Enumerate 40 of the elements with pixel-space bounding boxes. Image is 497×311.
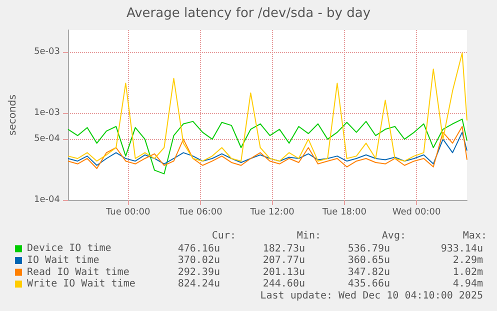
- x-tick-label: Tue 06:00: [177, 208, 223, 218]
- text: 292.39u: [178, 266, 220, 278]
- y-tick-label: 5e-04: [34, 134, 60, 144]
- legend-label: Write IO Wait time: [27, 278, 136, 290]
- text: 244.60u: [262, 278, 305, 290]
- text: Max:: [462, 230, 487, 242]
- line-series: [68, 132, 468, 166]
- text: Avg:: [382, 230, 406, 242]
- line-series: [68, 118, 468, 174]
- text: 536.79u: [348, 243, 390, 254]
- y-tick-label: 5e-03: [34, 47, 60, 58]
- text: 2.29m: [452, 255, 483, 266]
- text: 933.14u: [440, 243, 483, 254]
- x-tick-label: Tue 18:00: [321, 208, 367, 218]
- x-tick-label: Wed 00:00: [392, 208, 442, 218]
- line-series: [68, 126, 468, 170]
- legend-label: IO Wait time: [27, 255, 100, 266]
- text: 370.02u: [178, 255, 220, 266]
- text: Last update: Wed Dec 10 04:10:00 2025: [260, 290, 483, 302]
- text: 207.77u: [262, 255, 305, 266]
- line-series: [68, 52, 468, 162]
- text: 824.24u: [178, 278, 220, 290]
- text: Min:: [296, 230, 321, 242]
- text: 435.66u: [348, 278, 390, 290]
- legend-label: Device IO time: [27, 243, 112, 254]
- x-tick-label: Tue 12:00: [249, 208, 295, 218]
- text: 201.13u: [262, 266, 305, 278]
- y-tick-label: 1e-03: [34, 108, 60, 118]
- text: 1.02m: [452, 266, 483, 278]
- chart-title: Average latency for /dev/sda - by day: [126, 6, 371, 21]
- text: 476.16u: [178, 243, 220, 254]
- text: Cur:: [212, 230, 236, 242]
- text: 182.73u: [262, 243, 305, 254]
- x-tick-label: Tue 00:00: [105, 208, 150, 218]
- text: 4.94m: [452, 278, 483, 290]
- y-axis-title: seconds: [8, 94, 18, 136]
- text: 360.65u: [348, 255, 390, 266]
- y-tick-label: 1e-04: [34, 195, 60, 205]
- legend-label: Read IO Wait time: [27, 266, 130, 278]
- text: 347.82u: [348, 266, 390, 278]
